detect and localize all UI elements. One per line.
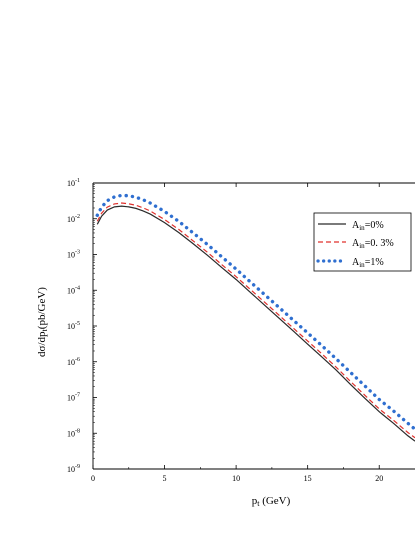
legend-label-1: Ain=0. 3%	[352, 238, 394, 250]
legend: Ain=0% Ain=0. 3% Ain=1%	[313, 212, 412, 272]
y-axis-title: dσ/dpt(pb/GeV)	[36, 287, 49, 357]
x-tick-label-3: 15	[304, 474, 312, 483]
x-tick-label-1: 5	[163, 474, 167, 483]
tick-layer: 0 5 10 15 20 10-1 10-2 10-3 10-4 10-5 10-6 10-7 10-8…	[67, 178, 415, 483]
y-tick-label-7: 10-8	[67, 428, 80, 438]
y-tick-label-3: 10-4	[67, 285, 80, 295]
x-tick-label-0: 0	[91, 474, 95, 483]
y-tick-label-6: 10-7	[67, 393, 80, 403]
series-group	[95, 193, 415, 442]
series-line-2	[95, 193, 415, 431]
series-line-0	[96, 205, 415, 442]
x-axis-title: pt (GeV)	[252, 495, 291, 508]
y-tick-label-0: 10-1	[67, 178, 80, 188]
x-tick-label-2: 10	[232, 474, 240, 483]
legend-label-0: Ain=0%	[352, 220, 384, 232]
y-tick-label-8: 10-9	[67, 464, 80, 474]
x-tick-label-4: 20	[375, 474, 383, 483]
y-tick-label-2: 10-3	[67, 250, 80, 260]
y-tick-label-4: 10-5	[67, 321, 80, 331]
y-tick-label-5: 10-6	[67, 357, 80, 367]
legend-label-2: Ain=1%	[352, 257, 384, 269]
y-tick-label-1: 10-2	[67, 214, 80, 224]
series-line-1	[96, 202, 415, 439]
plot-area	[95, 193, 415, 442]
